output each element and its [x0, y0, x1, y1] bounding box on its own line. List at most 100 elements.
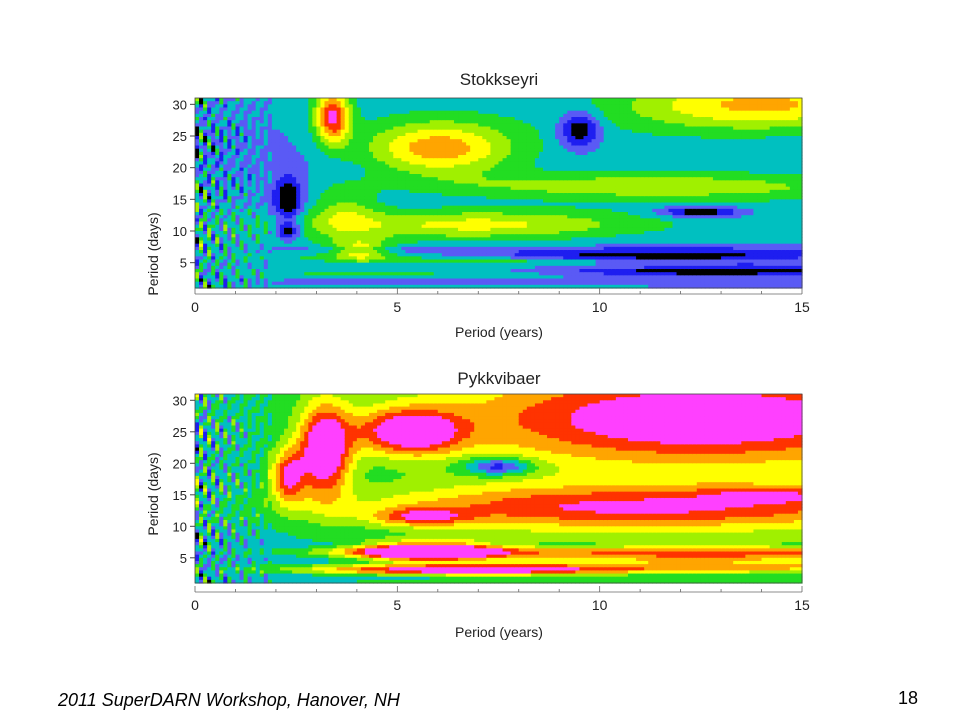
- heatmap-cell: [332, 142, 338, 147]
- heatmap-cell: [235, 158, 241, 162]
- heatmap-cell: [275, 148, 281, 153]
- heatmap-cell: [470, 177, 475, 181]
- heatmap-cell: [433, 183, 439, 188]
- heatmap-cell: [300, 259, 305, 264]
- heatmap-cell: [296, 167, 301, 172]
- heatmap-cell: [381, 284, 386, 289]
- heatmap-cell: [441, 145, 447, 150]
- heatmap-cell: [441, 161, 447, 166]
- heatmap-cell: [478, 234, 483, 238]
- heatmap-cell: [320, 205, 326, 210]
- heatmap-cell: [421, 262, 427, 267]
- heatmap-cell: [478, 199, 483, 204]
- heatmap-cell: [518, 215, 524, 219]
- heatmap-cell: [478, 205, 483, 210]
- heatmap-cell: [413, 253, 419, 257]
- heatmap-cell: [502, 272, 508, 276]
- heatmap-cell: [207, 272, 212, 276]
- heatmap-cell: [215, 231, 220, 235]
- heatmap-cell: [502, 246, 508, 251]
- heatmap-cell: [433, 113, 439, 118]
- heatmap-cell: [453, 218, 459, 223]
- heatmap-cell: [324, 193, 330, 197]
- heatmap-cell: [223, 136, 228, 140]
- heatmap-cell: [482, 120, 487, 124]
- heatmap-cell: [506, 98, 512, 102]
- heatmap-cell: [308, 129, 313, 134]
- heatmap-cell: [304, 218, 309, 223]
- heatmap-cell: [401, 250, 407, 254]
- heatmap-cell: [292, 123, 297, 128]
- heatmap-cell: [271, 126, 277, 131]
- heatmap-cell: [377, 224, 382, 229]
- heatmap-cell: [502, 199, 508, 204]
- heatmap-cell: [490, 237, 496, 242]
- heatmap-cell: [449, 215, 455, 219]
- heatmap-cell: [251, 177, 257, 181]
- heatmap-cell: [373, 101, 378, 105]
- heatmap-cell: [421, 148, 427, 153]
- heatmap-cell: [522, 145, 528, 150]
- heatmap-cell: [239, 212, 245, 216]
- heatmap-cell: [425, 221, 431, 226]
- heatmap-cell: [364, 120, 370, 124]
- heatmap-cell: [340, 155, 346, 159]
- heatmap-cell: [462, 281, 467, 286]
- heatmap-cell: [324, 256, 330, 261]
- heatmap-cell: [227, 256, 233, 261]
- heatmap-cell: [215, 265, 220, 270]
- heatmap-cell: [348, 246, 354, 251]
- heatmap-cell: [211, 250, 216, 254]
- heatmap-cell: [271, 129, 277, 134]
- heatmap-cell: [199, 155, 204, 159]
- heatmap-cell: [478, 155, 483, 159]
- heatmap-cell: [429, 243, 435, 248]
- heatmap-cell: [514, 145, 520, 150]
- heatmap-cell: [393, 104, 398, 109]
- heatmap-cell: [340, 269, 346, 273]
- heatmap-cell: [316, 284, 322, 289]
- heatmap-cell: [312, 231, 317, 235]
- heatmap-cell: [518, 145, 524, 150]
- heatmap-cell: [348, 281, 354, 286]
- heatmap-cell: [494, 215, 500, 219]
- heatmap-cell: [356, 113, 362, 118]
- heatmap-cell: [316, 170, 322, 175]
- heatmap-cell: [288, 193, 293, 197]
- heatmap-cell: [227, 113, 233, 118]
- heatmap-cell: [518, 231, 524, 235]
- heatmap-cell: [300, 101, 305, 105]
- heatmap-cell: [445, 240, 451, 245]
- heatmap-cell: [263, 98, 269, 102]
- heatmap-cell: [199, 129, 204, 134]
- heatmap-cell: [453, 164, 459, 169]
- heatmap-cell: [449, 196, 455, 200]
- heatmap-cell: [199, 208, 204, 213]
- heatmap-cell: [413, 136, 419, 140]
- heatmap-cell: [433, 196, 439, 200]
- heatmap-cell: [312, 218, 317, 223]
- heatmap-cell: [320, 199, 326, 204]
- heatmap-cell: [405, 281, 411, 286]
- heatmap-cell: [530, 120, 536, 124]
- heatmap-cell: [219, 193, 224, 197]
- heatmap-cell: [207, 218, 212, 223]
- heatmap-cell: [490, 98, 496, 102]
- heatmap-cell: [231, 284, 237, 289]
- heatmap-cell: [279, 265, 285, 270]
- heatmap-cell: [203, 158, 208, 162]
- heatmap-cell: [219, 272, 224, 276]
- heatmap-cell: [304, 145, 309, 150]
- heatmap-cell: [292, 281, 297, 286]
- heatmap-cell: [510, 215, 516, 219]
- heatmap-cell: [486, 218, 492, 223]
- heatmap-cell: [340, 212, 346, 216]
- heatmap-cell: [502, 224, 508, 229]
- heatmap-cell: [340, 183, 346, 188]
- heatmap-cell: [369, 177, 374, 181]
- heatmap-cell: [360, 250, 366, 254]
- heatmap-cell: [263, 158, 269, 162]
- heatmap-cell: [466, 193, 471, 197]
- heatmap-cell: [470, 234, 475, 238]
- heatmap-cell: [195, 202, 200, 207]
